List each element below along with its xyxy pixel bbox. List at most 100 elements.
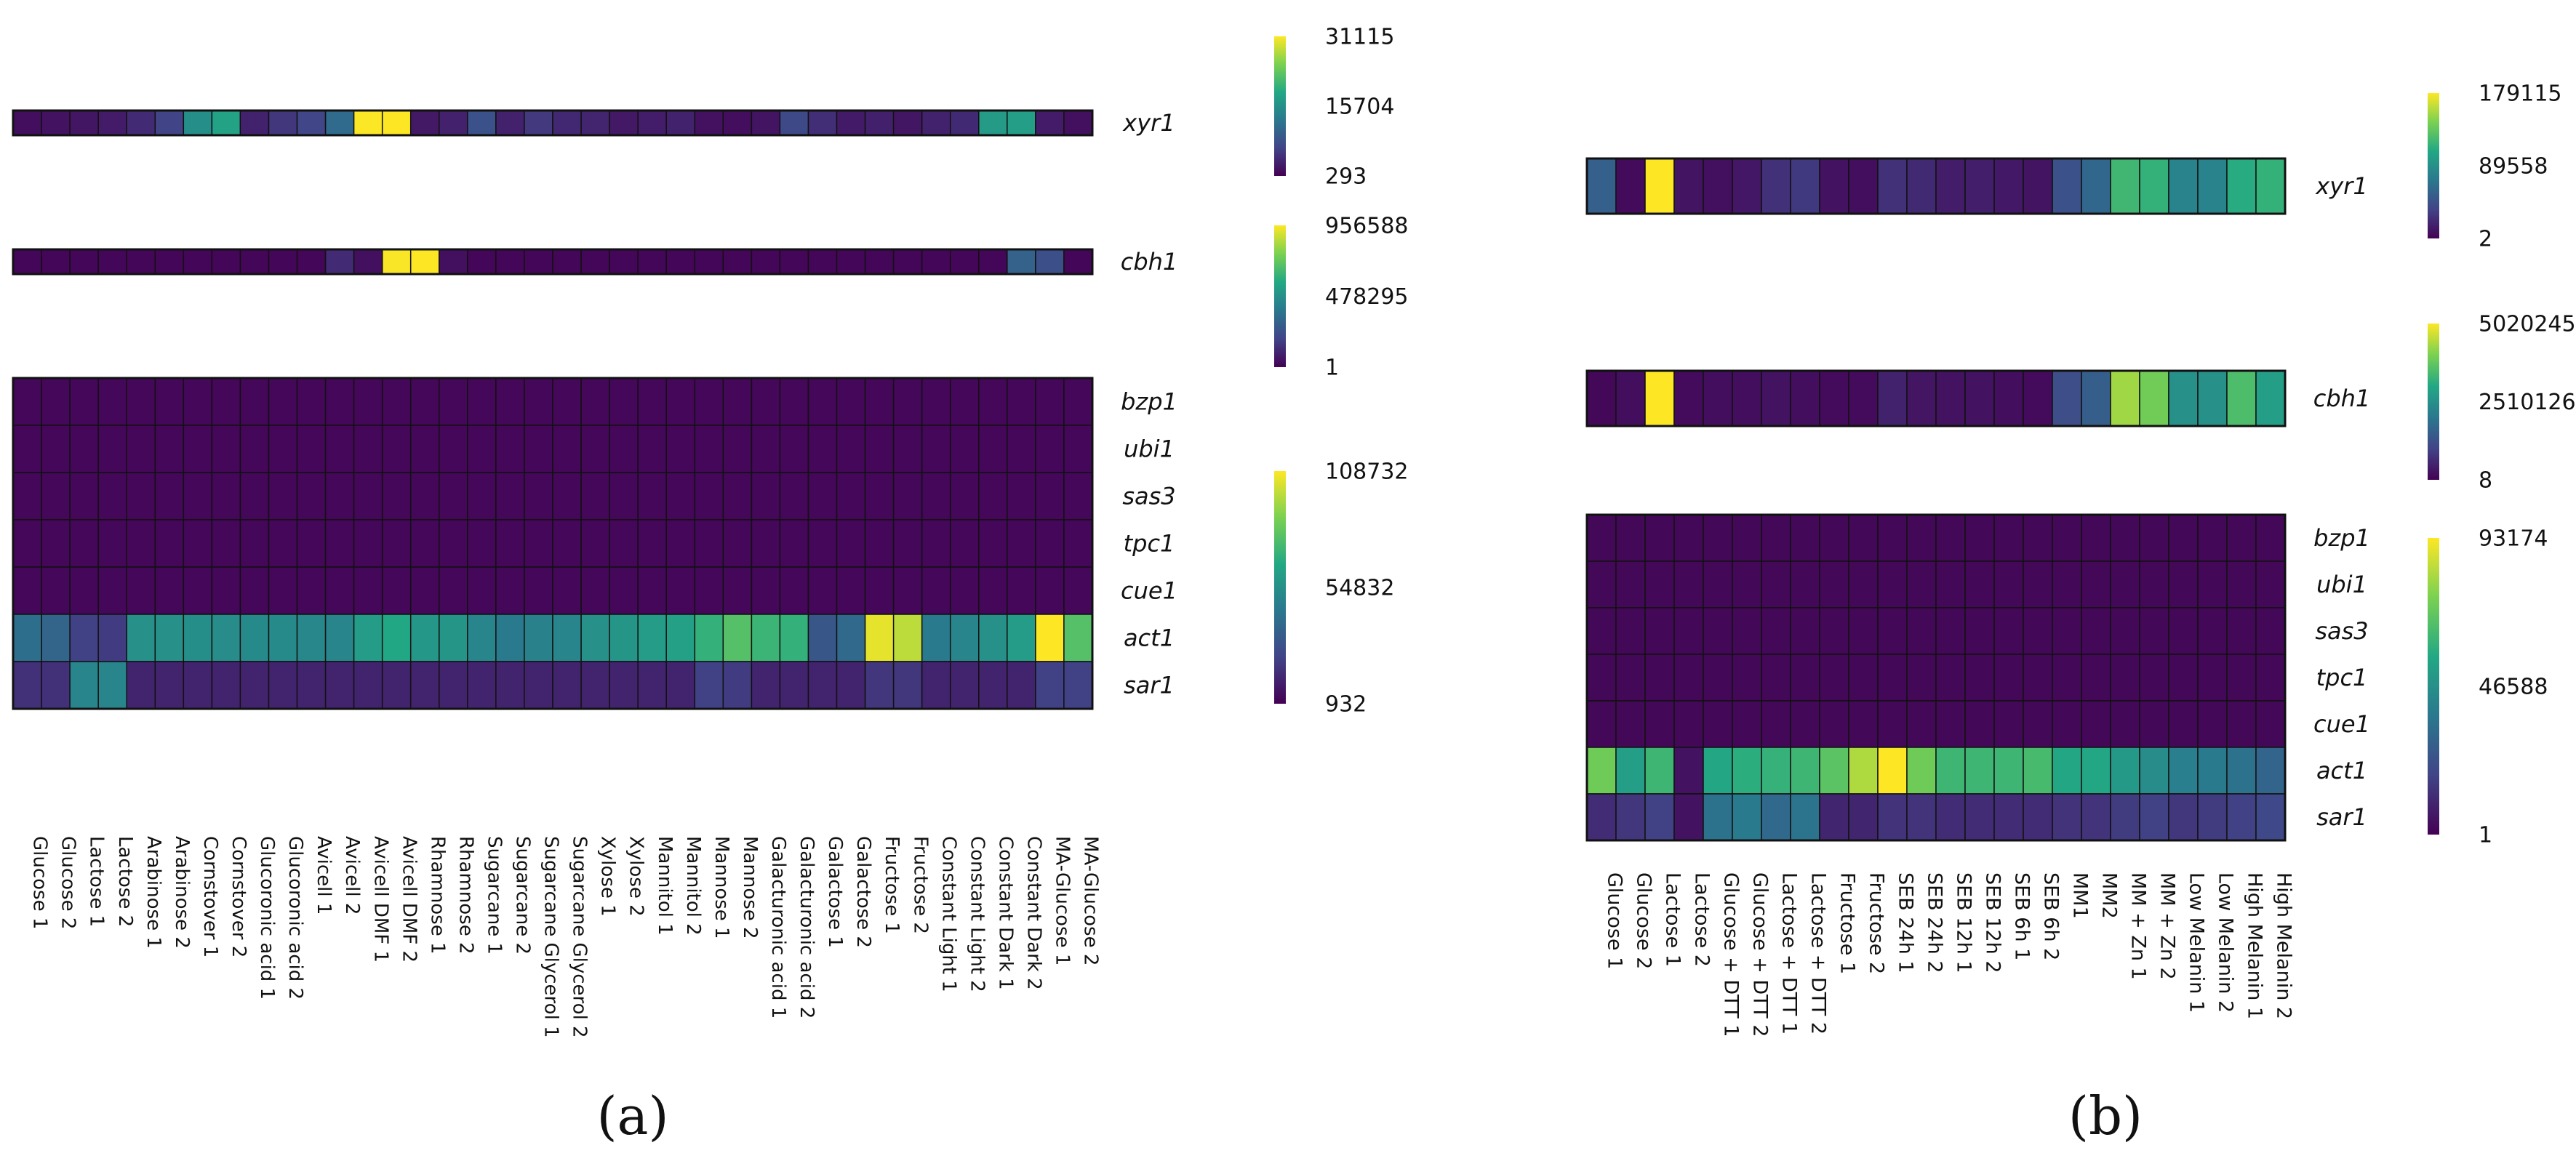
heatmap-cell <box>1615 793 1646 841</box>
sample-label: Fructose 1 <box>1836 872 1858 974</box>
heatmap-cell <box>665 472 696 521</box>
heatmap-cell <box>2168 158 2199 214</box>
heatmap-cell <box>268 425 298 473</box>
heatmap-cell <box>381 249 412 275</box>
heatmap-cell <box>409 614 440 662</box>
heatmap-cell <box>1586 607 1617 655</box>
heatmap-cell <box>1906 158 1937 214</box>
heatmap-cell <box>949 472 980 521</box>
heatmap-cell <box>892 425 923 473</box>
heatmap-cell <box>211 377 241 426</box>
heatmap-cell <box>409 425 440 473</box>
heatmap-cell <box>41 425 71 473</box>
heatmap-cell <box>836 249 866 275</box>
heatmap-cell <box>1993 793 2024 841</box>
heatmap-cell <box>439 566 468 615</box>
heatmap-cell <box>1063 472 1093 521</box>
heatmap-cell <box>324 249 355 275</box>
heatmap-cell <box>1790 747 1820 795</box>
heatmap-cell <box>2255 747 2286 795</box>
heatmap-cell <box>324 661 355 710</box>
heatmap-cell <box>1877 514 1908 562</box>
heatmap-cell <box>2226 514 2257 562</box>
heatmap-cell <box>97 472 128 521</box>
sample-label: Glucose + DTT 2 <box>1748 872 1771 1037</box>
sample-label: SEB 24h 1 <box>1894 872 1916 973</box>
heatmap-cell <box>978 249 1008 275</box>
sample-label: Glucose 2 <box>1632 872 1655 969</box>
heatmap-cell <box>12 472 42 521</box>
heatmap-cell <box>353 425 383 473</box>
heatmap-cell <box>1615 561 1646 608</box>
heatmap-cell <box>467 110 497 136</box>
heatmap-cell <box>324 110 355 136</box>
heatmap-cell <box>1644 700 1675 748</box>
heatmap-cell <box>2081 158 2111 214</box>
heatmap-cell <box>1703 370 1733 427</box>
sample-label: Arabinose 1 <box>143 836 164 949</box>
heatmap-cell <box>2139 370 2169 427</box>
gene-label: act1 <box>2316 757 2367 784</box>
heatmap-cell <box>126 249 156 275</box>
heatmap-block-3: bzp1 ubi1 sas3 tpc1 cue1 act1 sar1 108732 54832 9… <box>12 377 1409 718</box>
heatmap-cell <box>665 566 696 615</box>
heatmap-cell <box>580 110 610 136</box>
heatmap-cell <box>1615 700 1646 748</box>
heatmap-cell <box>381 110 412 136</box>
heatmap-cell <box>779 614 809 662</box>
heatmap-cell <box>1007 249 1036 275</box>
heatmap-cell <box>1063 519 1093 568</box>
heatmap-cell <box>154 661 185 710</box>
heatmap-cell <box>694 425 724 473</box>
heatmap-cell <box>2255 700 2286 748</box>
heatmap-cell <box>1964 561 1995 608</box>
heatmap-cell <box>751 472 781 521</box>
gene-label: ubi1 <box>2316 571 2367 598</box>
heatmap-block-frame <box>12 377 1094 710</box>
sample-label: Fructose 1 <box>881 836 903 934</box>
heatmap-cell <box>381 472 412 521</box>
heatmap-cell <box>978 377 1008 426</box>
heatmap-cell <box>1673 158 1704 214</box>
heatmap-cell <box>97 519 128 568</box>
sample-label: SEB 12h 1 <box>1952 872 1975 973</box>
heatmap-cell <box>978 661 1008 710</box>
heatmap-cell <box>296 519 327 568</box>
heatmap-cell <box>409 661 440 710</box>
heatmap-cell <box>495 566 525 615</box>
heatmap-block-frame <box>12 248 1094 276</box>
sample-label: MA-Glucose 1 <box>1052 836 1073 965</box>
heatmap-cell <box>296 249 327 275</box>
heatmap-cell <box>41 614 71 662</box>
heatmap-cell <box>1877 747 1908 795</box>
heatmap-cell <box>1732 370 1762 427</box>
heatmap-cell <box>1790 158 1820 214</box>
sample-label: Lactose + DTT 2 <box>1807 872 1829 1035</box>
heatmap-cell <box>2110 158 2140 214</box>
heatmap-cell <box>1761 747 1791 795</box>
sample-label: Xylose 1 <box>597 836 619 917</box>
heatmap-cell <box>1644 561 1675 608</box>
heatmap-cell <box>467 661 497 710</box>
heatmap-cell <box>2139 700 2169 748</box>
gene-label: tpc1 <box>2316 664 2368 691</box>
heatmap-cell <box>495 377 525 426</box>
heatmap-cell <box>1819 654 1849 702</box>
colorbar <box>1274 225 1286 367</box>
heatmap-cell <box>296 661 327 710</box>
heatmap-block-frame <box>12 109 1094 137</box>
heatmap-cell <box>722 661 753 710</box>
heatmap-cell <box>1993 654 2024 702</box>
heatmap-cell <box>2226 158 2257 214</box>
heatmap-cell <box>1819 158 1849 214</box>
sample-label: Avicell 2 <box>341 836 363 915</box>
heatmap-cell <box>1877 158 1908 214</box>
colorbar-tick-label: 478295 <box>1325 284 1409 310</box>
heatmap-cell <box>41 661 71 710</box>
sample-label: Glucoronic acid 1 <box>256 836 278 1000</box>
sample-label: MM1 <box>2068 872 2091 919</box>
sample-label: Constant Dark 2 <box>1023 836 1045 990</box>
heatmap-cell <box>1906 700 1937 748</box>
heatmap-cell <box>1848 561 1879 608</box>
